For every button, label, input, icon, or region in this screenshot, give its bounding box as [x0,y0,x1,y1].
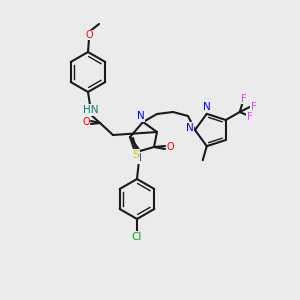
Text: O: O [85,30,93,40]
Text: Cl: Cl [132,232,142,242]
Text: O: O [166,142,174,152]
Text: S: S [132,150,140,160]
Text: N: N [186,123,194,133]
Text: O: O [82,117,90,127]
Text: HN: HN [83,105,99,115]
Text: F: F [251,102,256,112]
Text: F: F [247,112,253,122]
Text: N: N [137,111,145,121]
Text: N: N [134,153,142,163]
Text: N: N [203,102,211,112]
Text: F: F [241,94,247,104]
